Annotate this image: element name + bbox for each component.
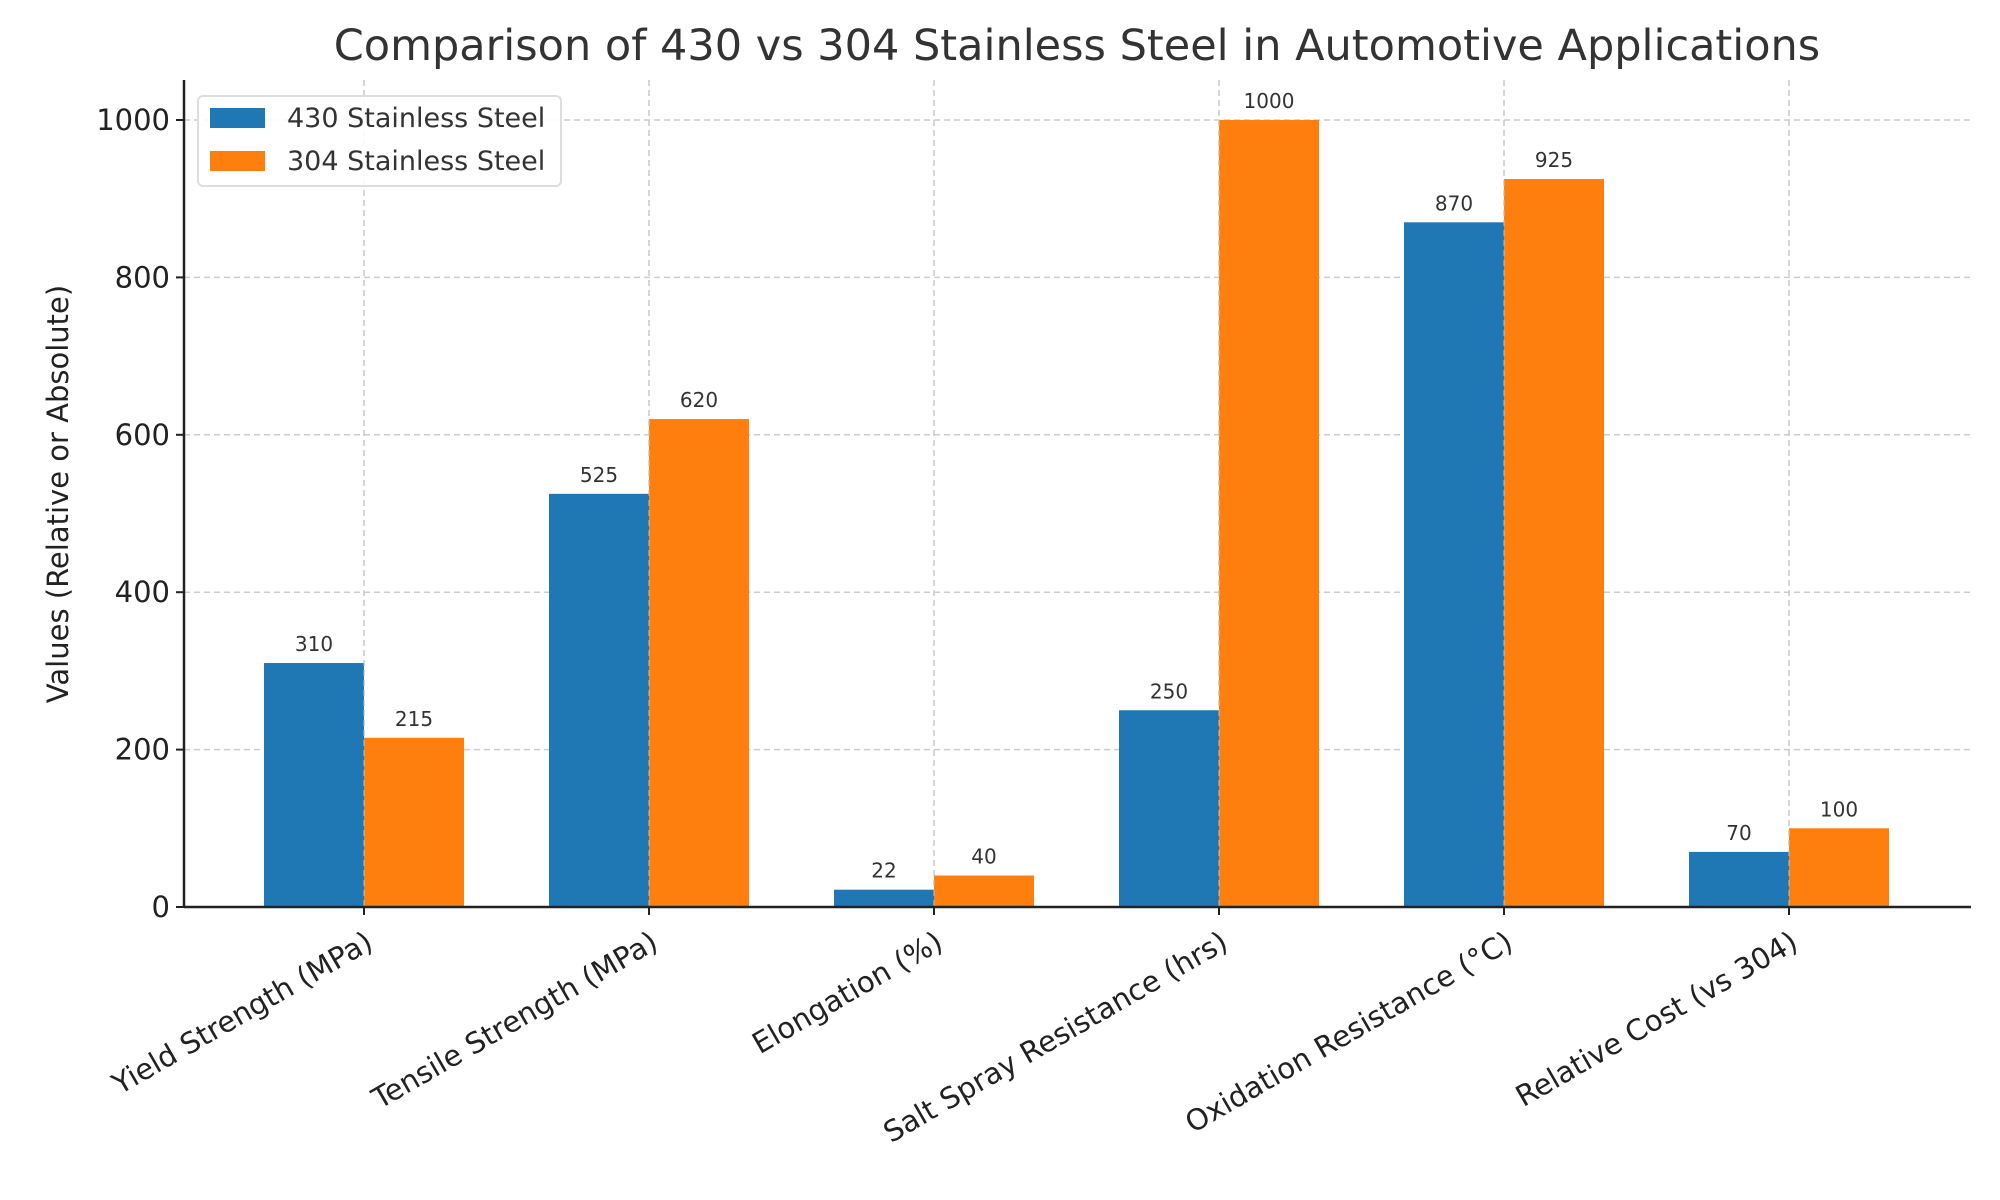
data-label: 310 [295, 632, 333, 656]
data-label: 70 [1726, 821, 1751, 845]
x-tick-label: Tensile Strength (MPa) [365, 924, 663, 1116]
bar-304 [1504, 179, 1604, 907]
bar-304 [1789, 828, 1889, 907]
bar-430 [1119, 710, 1219, 907]
legend-box [197, 95, 562, 187]
y-tick-label: 600 [115, 418, 170, 452]
legend-label: 430 Stainless Steel [287, 103, 545, 134]
legend-label: 304 Stainless Steel [287, 146, 545, 177]
bar-430 [1404, 222, 1504, 907]
data-label: 1000 [1244, 89, 1295, 113]
chart-title: Comparison of 430 vs 304 Stainless Steel… [334, 21, 1820, 71]
x-tick-label: Yield Strength (MPa) [105, 924, 378, 1101]
y-tick-label: 800 [115, 260, 170, 294]
data-label: 925 [1535, 148, 1573, 172]
bar-304 [1219, 120, 1319, 907]
x-tick-label: Oxidation Resistance (°C) [1179, 924, 1518, 1139]
data-label: 525 [580, 463, 618, 487]
bar-430 [1689, 851, 1789, 907]
bar-304 [364, 737, 464, 907]
data-label: 620 [680, 388, 718, 412]
data-label: 100 [1820, 797, 1858, 821]
legend-swatch [210, 108, 265, 128]
y-tick-label: 0 [152, 890, 170, 924]
y-axis-label: Values (Relative or Absolute) [41, 285, 75, 703]
bar-430 [549, 493, 649, 907]
bar-430 [834, 889, 934, 907]
data-label: 40 [971, 845, 996, 869]
data-label: 870 [1435, 191, 1473, 215]
bar-304 [934, 875, 1034, 907]
y-tick-label: 400 [115, 575, 170, 609]
data-label: 22 [871, 859, 896, 883]
x-tick-label: Relative Cost (vs 304) [1510, 924, 1804, 1113]
bar-304 [649, 419, 749, 907]
legend: 430 Stainless Steel 304 Stainless Steel [197, 95, 562, 187]
data-label: 215 [395, 707, 433, 731]
y-tick-label: 200 [115, 733, 170, 767]
x-tick-label: Elongation (%) [746, 924, 948, 1060]
data-label: 250 [1150, 679, 1188, 703]
bar-430 [264, 663, 364, 907]
legend-swatch [210, 151, 265, 171]
y-tick-label: 1000 [96, 103, 170, 137]
